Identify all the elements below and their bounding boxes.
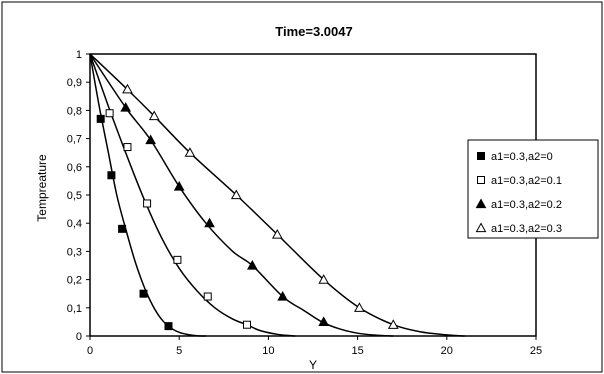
legend-box: [467, 139, 599, 239]
series-layer: [89, 53, 465, 337]
data-point-marker: [184, 147, 196, 157]
series-2: [89, 53, 296, 337]
data-point-marker: [107, 171, 116, 180]
legend-label: a1=0.3,a2=0.3: [491, 223, 562, 235]
y-tick-label: 0,5: [67, 190, 82, 202]
legend: a1=0.3,a2=0 a1=0.3,a2=0.1 a1=0.3,a2=0.2 a1=…: [467, 139, 599, 239]
data-point-marker: [318, 274, 330, 284]
data-point-marker: [242, 320, 251, 329]
y-tick-label: 0,9: [67, 77, 82, 89]
data-point-marker: [164, 322, 173, 331]
data-point-marker: [277, 290, 289, 301]
x-tick-label: 20: [441, 345, 453, 357]
y-tick-label: 0,7: [67, 134, 82, 146]
x-tick-label: 0: [87, 345, 93, 357]
legend-marker: [477, 176, 485, 184]
series-line: [89, 53, 296, 337]
y-tick-label: 0,6: [67, 162, 82, 174]
legend-marker: [477, 152, 485, 160]
data-point-marker: [143, 199, 152, 208]
data-point-marker: [96, 114, 105, 123]
data-point-marker: [318, 316, 330, 326]
data-point-marker: [120, 102, 132, 112]
data-point-marker: [230, 189, 242, 200]
data-point-marker: [105, 109, 114, 118]
x-tick-label: 5: [176, 345, 182, 357]
data-point-marker: [139, 289, 148, 298]
x-tick-label: 10: [262, 345, 274, 357]
y-axis-ticks: 0 0,1 0,2 0,3 0,4 0,5 0,6 0,7 0,8 0,9 1: [67, 49, 90, 343]
data-point-marker: [387, 319, 399, 329]
y-tick-label: 0,4: [67, 218, 82, 230]
series-1: [89, 53, 206, 337]
data-point-marker: [204, 217, 215, 228]
series-4: [89, 53, 465, 337]
data-point-marker: [354, 302, 365, 312]
chart-title: Time=3.0047: [275, 24, 352, 39]
data-point-marker: [148, 110, 160, 121]
x-axis-ticks: 0 5 10 15 20 25: [87, 336, 542, 357]
series-3: [89, 53, 394, 337]
data-point-marker: [122, 83, 133, 94]
data-point-marker: [246, 259, 258, 270]
y-tick-label: 0,1: [67, 303, 82, 315]
plot-area: [89, 53, 537, 337]
legend-marker: [475, 222, 487, 233]
data-point-marker: [271, 228, 283, 239]
legend-label: a1=0.3,a2=0.1: [491, 175, 562, 187]
y-tick-label: 0: [76, 331, 82, 343]
y-tick-label: 0,2: [67, 275, 82, 287]
y-axis-label: Tempreature: [35, 154, 49, 222]
legend-marker: [475, 198, 487, 209]
data-point-marker: [118, 224, 127, 233]
data-point-marker: [173, 255, 182, 264]
data-point-marker: [123, 143, 132, 152]
series-line: [89, 53, 206, 337]
data-point-marker: [203, 292, 212, 301]
legend-label: a1=0.3,a2=0.2: [491, 199, 562, 211]
data-point-marker: [173, 181, 185, 191]
x-axis-label: Y: [309, 358, 317, 372]
y-tick-label: 0,8: [67, 105, 82, 117]
y-tick-label: 1: [76, 49, 82, 61]
y-tick-label: 0,3: [67, 246, 82, 258]
x-tick-label: 15: [351, 345, 363, 357]
legend-label: a1=0.3,a2=0: [491, 151, 553, 163]
x-tick-label: 25: [530, 345, 542, 357]
data-point-marker: [145, 134, 157, 145]
